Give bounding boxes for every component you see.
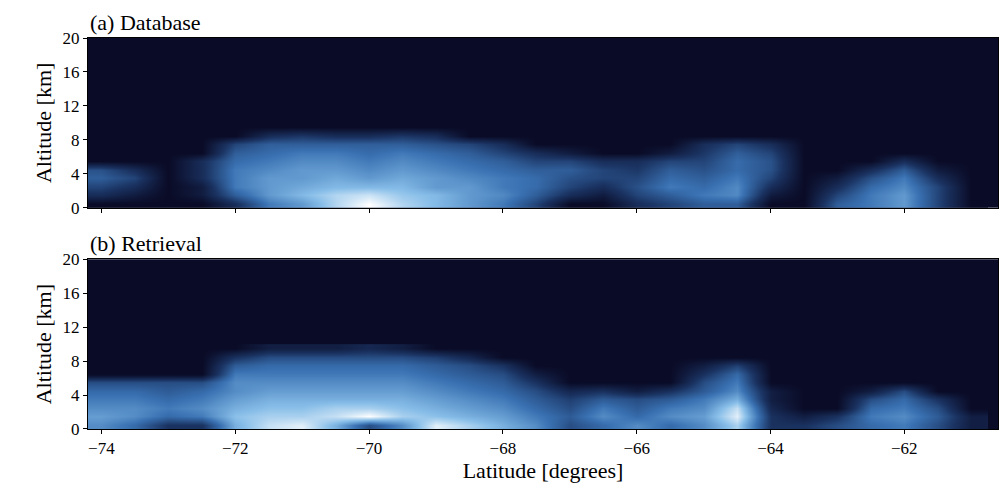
svg-text:16: 16 [63,63,80,82]
svg-text:12: 12 [63,97,80,116]
svg-text:4: 4 [71,386,80,405]
svg-text:−74: −74 [88,439,115,458]
svg-text:8: 8 [71,131,80,150]
svg-text:Latitude [degrees]: Latitude [degrees] [463,458,624,483]
svg-text:(b) Retrieval: (b) Retrieval [90,231,202,256]
svg-text:16: 16 [63,284,80,303]
svg-text:Altitude [km]: Altitude [km] [31,284,56,404]
svg-text:20: 20 [63,29,80,48]
svg-text:12: 12 [63,318,80,337]
svg-text:Altitude [km]: Altitude [km] [31,63,56,183]
svg-text:−68: −68 [490,439,517,458]
svg-text:−72: −72 [222,439,249,458]
svg-text:20: 20 [63,250,80,269]
svg-text:−64: −64 [757,439,784,458]
svg-text:−66: −66 [623,439,650,458]
svg-text:0: 0 [71,199,80,218]
svg-text:0: 0 [71,420,80,439]
svg-text:4: 4 [71,165,80,184]
svg-text:−62: −62 [891,439,918,458]
svg-text:(a) Database: (a) Database [90,10,201,35]
svg-text:8: 8 [71,352,80,371]
svg-text:−70: −70 [356,439,383,458]
